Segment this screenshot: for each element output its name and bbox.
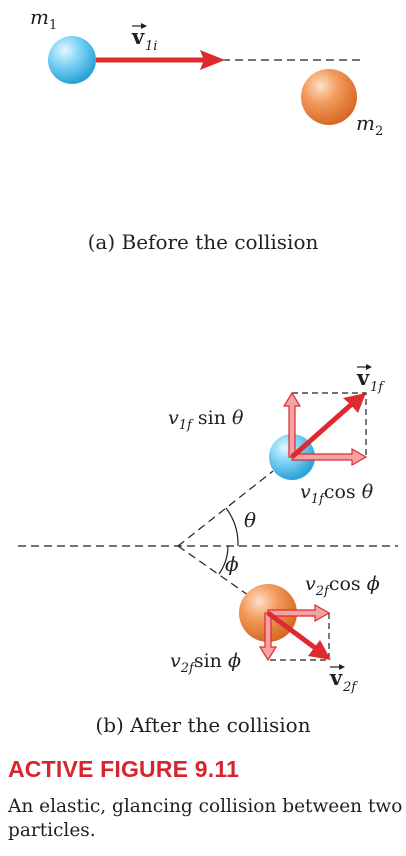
- label-phi: ϕ: [225, 552, 239, 576]
- phi-arc: [218, 545, 229, 575]
- particle-m2-before: [301, 69, 357, 125]
- v1f-cos-component-arrow: [291, 447, 368, 467]
- v2f-sin-component-arrow: [258, 612, 278, 662]
- caption-part-b: (b) After the collision: [95, 713, 311, 737]
- svg-text:2f: 2f: [342, 680, 358, 695]
- collision-diagram: m1 v 1i m2: [18, 5, 398, 695]
- label-theta: θ: [244, 508, 256, 532]
- path-line-particle-1: [177, 470, 274, 547]
- path-line-particle-2: [177, 545, 249, 596]
- part-b-after-collision: v 1f v1f sin θ v1fcos θ θ ϕ v2fcos ϕ v2f…: [18, 364, 398, 695]
- svg-text:1i: 1i: [145, 39, 157, 54]
- label-v2f-sin-phi: v2fsin ϕ: [170, 650, 241, 676]
- svg-text:v: v: [356, 365, 370, 390]
- label-m2: m2: [356, 111, 383, 139]
- caption-part-a: (a) Before the collision: [87, 230, 319, 254]
- label-v1f-cos-theta: v1fcos θ: [300, 481, 374, 507]
- label-m1: m1: [30, 5, 57, 33]
- v1f-sin-component-arrow: [282, 391, 302, 458]
- particle-m1-before: [48, 36, 96, 84]
- figure-description: An elastic, glancing collision between t…: [8, 796, 403, 841]
- svg-text:v: v: [329, 665, 343, 690]
- svg-text:1f: 1f: [370, 380, 385, 395]
- theta-arc: [225, 507, 239, 547]
- label-v2f-cos-phi: v2fcos ϕ: [305, 573, 380, 599]
- figure-label: ACTIVE FIGURE 9.11: [8, 756, 240, 782]
- label-v1f-sin-theta: v1f sin θ: [168, 407, 244, 433]
- velocity-arrow-v1i: [96, 50, 225, 70]
- part-a-before-collision: m1 v 1i m2: [30, 5, 383, 139]
- label-v1f: v 1f: [356, 364, 385, 395]
- v2f-component-box: [268, 613, 330, 661]
- label-v1i: v 1i: [131, 23, 157, 54]
- velocity-arrow-v2f: [266, 610, 331, 660]
- velocity-arrow-v1f: [290, 393, 366, 459]
- svg-text:v: v: [131, 24, 145, 49]
- label-v2f: v 2f: [329, 664, 358, 695]
